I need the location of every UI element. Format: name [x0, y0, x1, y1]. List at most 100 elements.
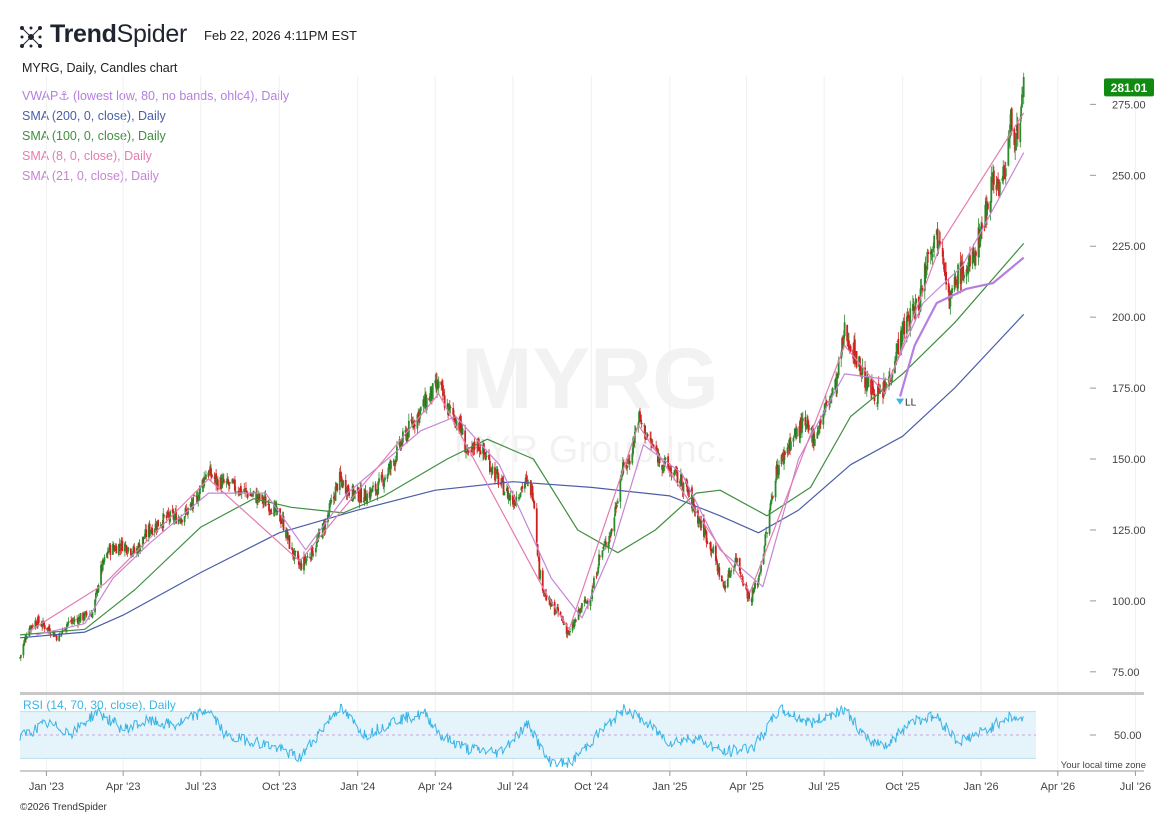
candle-body — [909, 308, 912, 328]
candle-body — [638, 412, 641, 423]
candle-body — [581, 602, 583, 609]
candle-body — [142, 536, 145, 540]
candle-body — [470, 450, 473, 452]
candle-body — [753, 588, 756, 592]
candle-body — [923, 263, 926, 291]
candle-body — [926, 251, 929, 270]
candle-body — [801, 418, 803, 433]
candle-body — [703, 530, 706, 536]
candle-body — [894, 357, 897, 362]
candle-body — [491, 466, 494, 474]
candle-body — [920, 286, 923, 289]
candle-body — [222, 479, 225, 483]
candle-body — [66, 624, 68, 629]
candle-body — [28, 628, 31, 637]
candle-body — [497, 473, 500, 486]
candle-body — [990, 176, 993, 203]
candle-body — [962, 265, 965, 281]
candle-body — [282, 516, 285, 531]
sma-21-line — [36, 152, 1025, 636]
candle-body — [662, 465, 665, 468]
candle-body — [847, 340, 850, 350]
y-tick-label: 275.00 — [1112, 99, 1146, 111]
candle-body — [733, 564, 736, 570]
candle-body — [19, 654, 22, 658]
candle-body — [410, 419, 413, 422]
candle-body — [626, 466, 629, 469]
candle-body — [720, 575, 723, 582]
candle-body — [252, 490, 255, 493]
candle-body — [198, 492, 200, 501]
candle-body — [377, 481, 380, 495]
candle-body — [79, 613, 82, 622]
candle-body — [521, 486, 524, 489]
candle-body — [533, 500, 536, 509]
candle-body — [106, 551, 109, 554]
candle-body — [107, 550, 110, 553]
candle-body — [340, 476, 343, 481]
candle-body — [514, 501, 517, 506]
indicator-legend: VWAP⚓ (lowest low, 80, no bands, ohlc4),… — [22, 86, 289, 186]
candle-body — [639, 411, 641, 418]
candle-body — [615, 505, 617, 509]
candle-body — [925, 270, 928, 276]
legend-vwap[interactable]: VWAP⚓ (lowest low, 80, no bands, ohlc4),… — [22, 89, 290, 103]
candle-body — [181, 519, 183, 523]
candle-body — [293, 550, 296, 560]
candle-body — [502, 480, 505, 496]
candle-body — [328, 503, 331, 513]
candle-body — [392, 461, 395, 462]
candle-body — [949, 293, 952, 307]
candle-body — [97, 585, 100, 593]
candle-body — [718, 567, 721, 577]
candle-body — [818, 419, 821, 428]
candle-body — [378, 478, 380, 483]
candle-body — [526, 479, 529, 481]
candle-body — [822, 412, 825, 425]
candle-body — [676, 472, 679, 483]
candle-body — [895, 343, 898, 359]
legend-sma-21[interactable]: SMA (21, 0, close), Daily — [22, 169, 159, 183]
candle-body — [129, 548, 132, 556]
candle-body — [758, 574, 761, 577]
candle-body — [199, 485, 201, 494]
candle-body — [817, 430, 820, 435]
candle-body — [646, 434, 649, 437]
lowest-low-arrow-icon — [896, 398, 905, 405]
candle-body — [360, 487, 363, 503]
candle-body — [297, 559, 300, 565]
candle-body — [905, 316, 908, 334]
candle-body — [997, 178, 1000, 180]
candle-body — [72, 621, 75, 623]
candle-body — [121, 540, 124, 551]
candle-body — [94, 592, 97, 599]
legend-sma-8[interactable]: SMA (8, 0, close), Daily — [22, 149, 152, 163]
candle-body — [849, 345, 852, 352]
candle-body — [232, 481, 235, 483]
candle-body — [645, 437, 647, 439]
candle-body — [488, 454, 490, 460]
candle-body — [553, 602, 556, 615]
candle-body — [538, 557, 541, 579]
candle-body — [303, 556, 306, 562]
legend-sma-200[interactable]: SMA (200, 0, close), Daily — [22, 109, 166, 123]
candle-body — [94, 599, 96, 613]
candle-body — [613, 517, 616, 532]
candle-body — [1007, 136, 1010, 166]
candle-body — [115, 546, 118, 554]
candle-body — [919, 288, 922, 312]
candle-body — [967, 262, 970, 274]
x-tick-label: Oct '23 — [262, 781, 297, 793]
candle-body — [197, 500, 200, 502]
candle-body — [503, 491, 506, 496]
candle-body — [157, 519, 160, 527]
candle-body — [557, 607, 559, 613]
candle-body — [124, 544, 127, 546]
candle-body — [488, 460, 491, 473]
candle-body — [658, 455, 661, 464]
legend-sma-100[interactable]: SMA (100, 0, close), Daily — [22, 129, 166, 143]
candle-body — [251, 495, 253, 497]
candle-body — [240, 490, 243, 493]
candle-body — [448, 404, 450, 414]
